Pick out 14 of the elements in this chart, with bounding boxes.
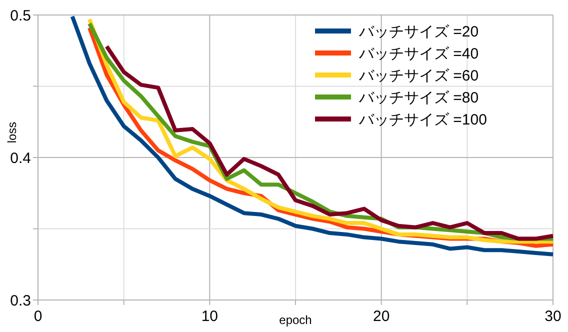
y-tick-label: 0.4 (10, 150, 31, 167)
legend-label: バッチサイズ =40 (358, 45, 479, 62)
x-tick-label: 20 (372, 308, 390, 325)
y-tick-label: 0.3 (10, 292, 31, 310)
legend-label: バッチサイズ =20 (358, 23, 479, 40)
x-tick-label: 0 (34, 308, 42, 325)
legend-label: バッチサイズ =60 (358, 67, 479, 84)
legend-label: バッチサイズ =80 (358, 89, 479, 106)
legend-label: バッチサイズ =100 (358, 111, 487, 128)
y-axis-title: loss (5, 122, 19, 144)
x-tick-label: 10 (201, 308, 218, 325)
x-axis-title: epoch (279, 313, 312, 327)
x-tick-label: 30 (544, 308, 562, 325)
y-tick-label: 0.5 (10, 7, 31, 24)
